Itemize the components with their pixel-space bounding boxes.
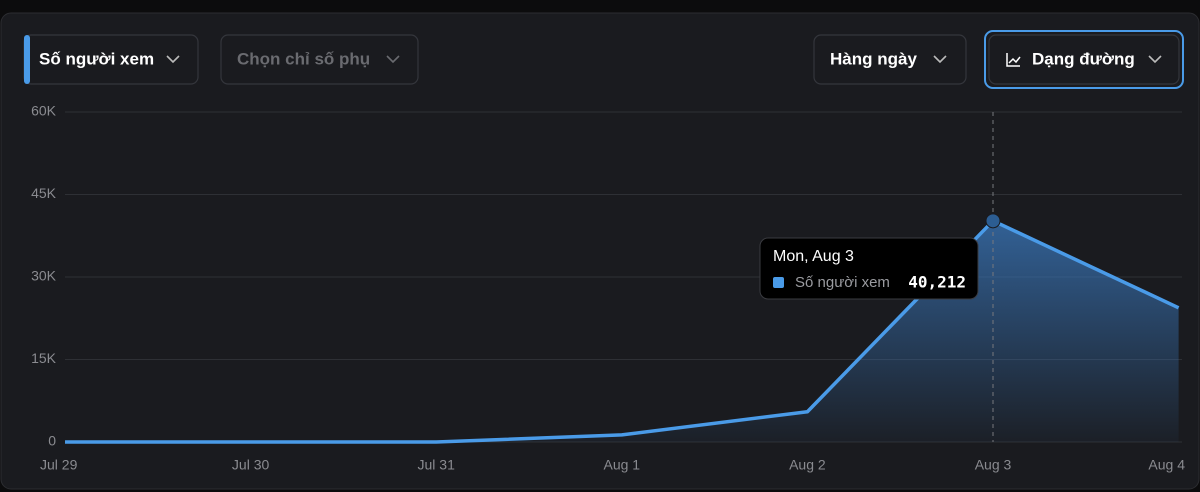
metric-button[interactable]: Số người xem xyxy=(23,34,199,85)
tooltip-series: Số người xem xyxy=(795,274,890,291)
x-tick-label: Aug 4 xyxy=(1148,457,1185,473)
period-button[interactable]: Hàng ngày xyxy=(813,34,967,85)
y-tick-label: 15K xyxy=(31,350,57,366)
period-label: Hàng ngày xyxy=(830,49,917,68)
x-tick-label: Aug 3 xyxy=(975,457,1012,473)
tooltip-swatch xyxy=(773,277,784,288)
y-tick-label: 30K xyxy=(31,268,57,284)
x-tick-label: Jul 29 xyxy=(40,457,78,473)
tooltip-box xyxy=(759,237,979,300)
y-tick-label: 60K xyxy=(31,103,57,119)
area xyxy=(65,220,1179,442)
x-tick-label: Jul 30 xyxy=(232,457,270,473)
secondary-metric-button[interactable]: Chọn chỉ số phụ xyxy=(220,34,419,85)
y-tick-label: 45K xyxy=(31,185,57,201)
secondary-metric-label: Chọn chỉ số phụ xyxy=(237,49,370,68)
tooltip-value: 40,212 xyxy=(908,273,966,292)
plot: 0 15K 30K 45K 60K Jul 29 Jul 30 Jul 31 Aug 1 Aug … xyxy=(31,103,1185,473)
x-tick-label: Aug 1 xyxy=(604,457,641,473)
hover-point xyxy=(985,213,1001,229)
x-tick-label: Aug 2 xyxy=(789,457,826,473)
metric-label: Số người xem xyxy=(39,49,154,68)
y-tick-label: 0 xyxy=(48,433,56,449)
x-tick-label: Jul 31 xyxy=(418,457,456,473)
view-button[interactable]: Dạng đường xyxy=(984,30,1184,89)
tooltip: Mon, Aug 3 Số người xem 40,212 xyxy=(759,237,979,300)
tooltip-title: Mon, Aug 3 xyxy=(773,248,854,265)
view-label: Dạng đường xyxy=(1032,49,1135,68)
